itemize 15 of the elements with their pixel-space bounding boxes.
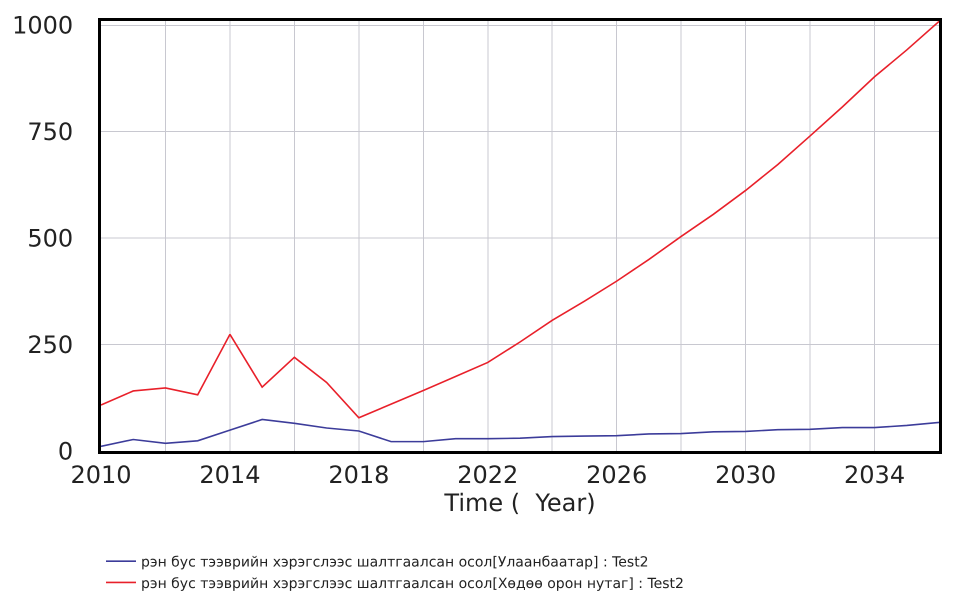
x-axis-title: Time ( Year) <box>443 488 596 517</box>
x-tick-label: 2026 <box>586 460 648 489</box>
y-tick-label: 1000 <box>12 12 74 40</box>
y-tick-label: 750 <box>27 118 74 146</box>
x-tick-label: 2014 <box>199 460 260 489</box>
line-series <box>101 418 939 448</box>
x-tick-label: 2022 <box>457 460 518 489</box>
x-tick-label: 2018 <box>328 460 390 489</box>
y-tick-label: 250 <box>27 330 74 359</box>
line-series <box>101 21 939 419</box>
x-tick-label: 2034 <box>844 460 906 489</box>
legend-label: рэн бус тээврийн хэрэгслээс шалтгаалсан осол[Улаанбаатар] : Test2 <box>141 554 649 571</box>
legend-label: рэн бус тээврийн хэрэгслээс шалтгаалсан осол[Хөдөө орон нутаг] : Test2 <box>141 576 684 592</box>
y-tick-label: 500 <box>27 224 74 253</box>
x-tick-label: 2030 <box>715 460 776 489</box>
